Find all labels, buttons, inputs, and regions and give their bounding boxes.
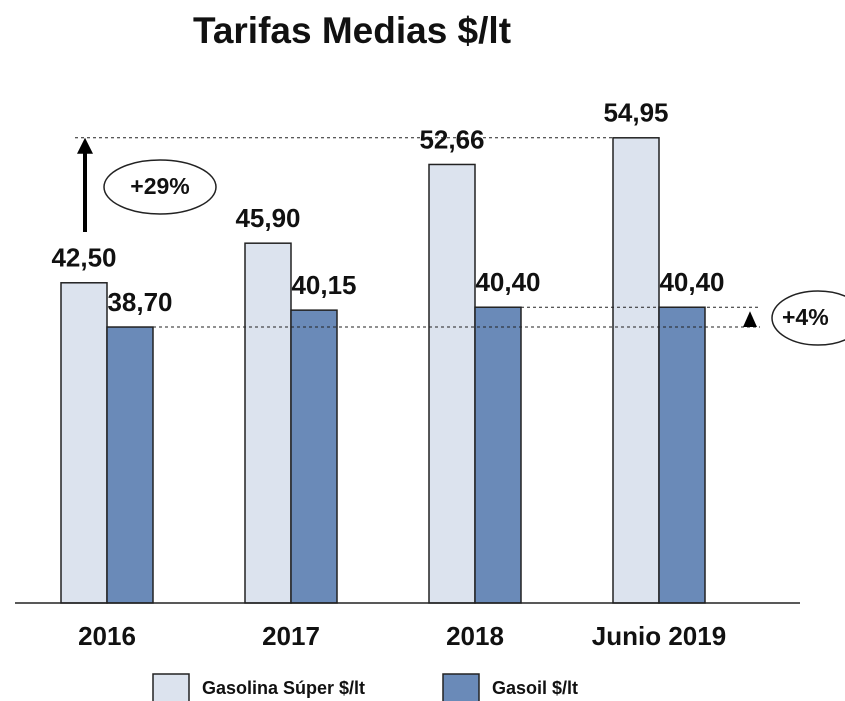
bar [428,163,476,604]
legend-label: Gasoil $/lt [492,678,578,698]
annotation: +4% [782,304,829,330]
value-label: 52,66 [419,124,484,154]
x-tick-label: 2016 [78,621,136,651]
x-tick-label: 2017 [262,621,320,651]
value-label: 40,15 [291,270,356,300]
legend-swatch [152,673,190,701]
arrow-head [743,311,757,328]
legend-label: Gasolina Súper $/lt [202,678,365,698]
value-label: 38,70 [107,287,172,317]
annotation-oval [771,290,845,346]
legend-swatch [442,673,480,701]
arrow-head [77,137,93,154]
x-tick-label: Junio 2019 [592,621,726,651]
annotation-oval [103,159,217,215]
annotation: +29% [130,173,189,199]
value-label: 54,95 [603,98,668,128]
bar [106,326,154,604]
bar [658,306,706,604]
bar [244,242,292,604]
bar [474,306,522,604]
value-label: 40,40 [475,267,540,297]
x-tick-label: 2018 [446,621,504,651]
chart-title: Tarifas Medias $/lt [193,10,511,51]
value-label: 40,40 [659,267,724,297]
bar [60,282,108,604]
value-label: 45,90 [235,203,300,233]
bar [612,137,660,604]
value-label: 42,50 [51,243,116,273]
bar [290,309,338,604]
